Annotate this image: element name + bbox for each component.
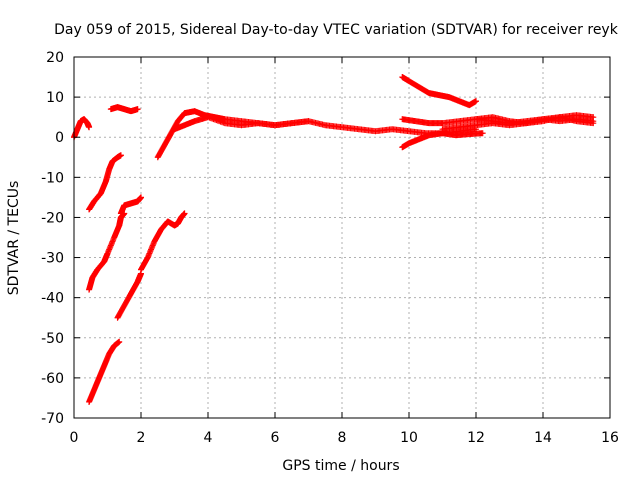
data-point [116,338,123,345]
x-tick-label: 0 [70,430,79,446]
series-arc-15 [473,114,597,127]
series-arc-5 [117,194,144,217]
data-point [305,118,312,125]
y-tick-label: -20 [41,210,64,226]
y-tick-label: -70 [41,411,64,427]
data-point [181,210,188,217]
x-tick-label: 4 [204,430,213,446]
y-tick-label: -10 [41,170,64,186]
x-tick-label: 14 [534,430,552,446]
x-axis-label: GPS time / hours [282,458,399,474]
x-tick-label: 6 [271,430,280,446]
x-tick-label: 10 [400,430,418,446]
y-tick-label: 20 [46,50,64,66]
data-point [134,106,141,113]
series-arc-10 [171,114,312,133]
series-arc-2 [86,152,124,213]
data-marks [71,74,597,405]
y-tick-label: -30 [41,251,64,267]
x-tick-label: 16 [601,430,619,446]
chart-title: Day 059 of 2015, Sidereal Day-to-day VTE… [54,22,619,38]
data-point [86,124,93,131]
y-axis-label: SDTVAR / TECUs [6,181,22,296]
x-tick-label: 8 [338,430,347,446]
y-tick-label: -50 [41,331,64,347]
series-arc-4 [86,338,123,405]
series-arc-12 [399,130,486,151]
series-arc-8 [138,210,188,273]
data-point [473,98,479,105]
y-tick-label: -60 [41,371,64,387]
data-point [590,114,597,121]
x-tick-label: 12 [467,430,485,446]
series-arc-11 [399,74,479,109]
x-tick-label: 2 [137,430,146,446]
series-arc-7 [107,104,141,115]
series-arc-3 [86,210,128,293]
y-tick-label: -40 [41,291,64,307]
y-tick-label: 0 [55,130,64,146]
data-point [590,120,597,127]
series-arc-13 [399,116,597,127]
data-point [117,152,124,159]
series-arc-1 [71,116,93,141]
axis-ticks: 0 2 4 6 8 10 12 14 16 20 10 0 -10 -20 -30 -40 -50 -60 -70 [41,50,619,446]
series-arc-6 [114,270,144,321]
data-point [479,130,486,137]
data-point [138,194,144,201]
y-tick-label: 10 [46,90,64,106]
